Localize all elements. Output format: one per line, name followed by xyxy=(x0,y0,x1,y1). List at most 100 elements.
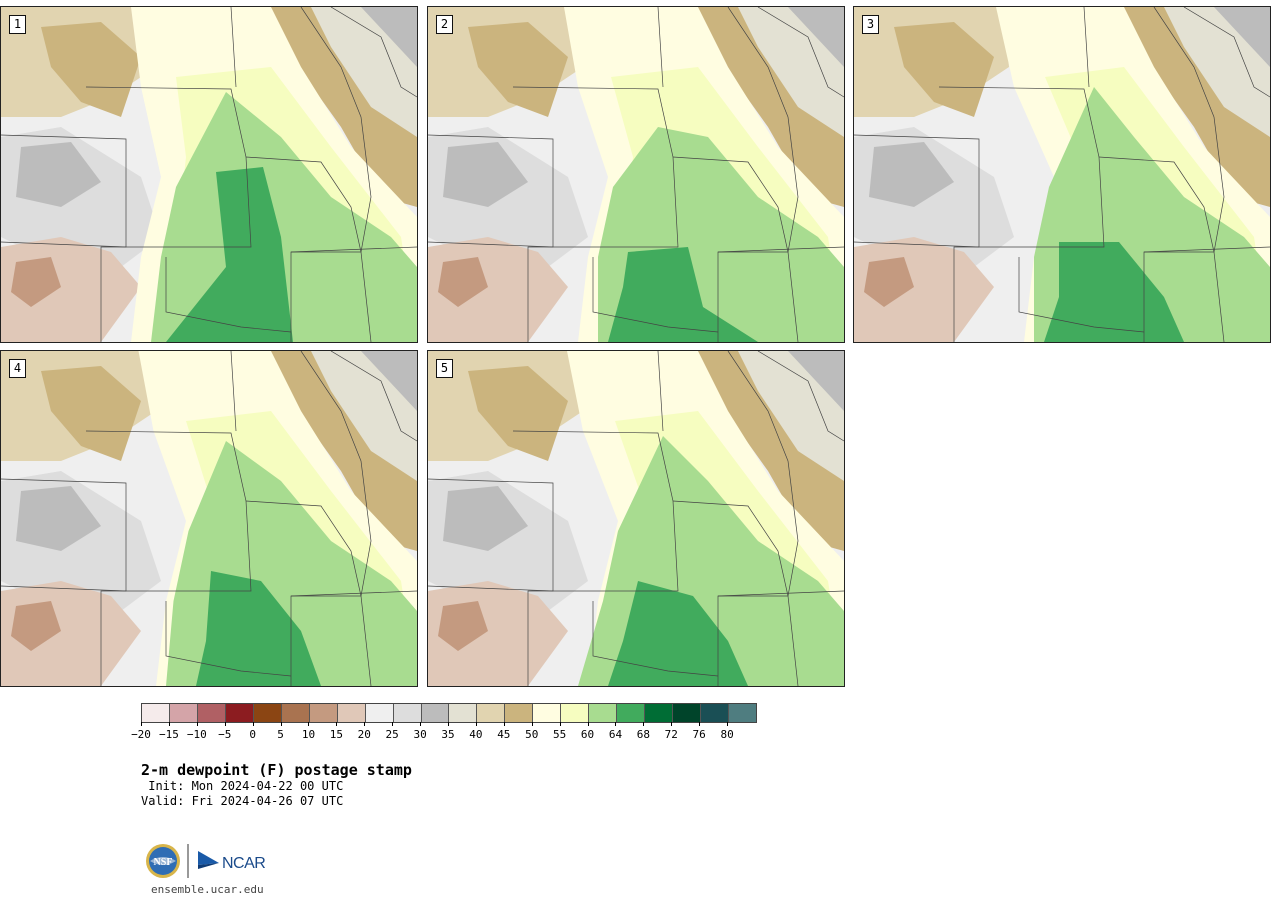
colorbar-tick-label: 15 xyxy=(329,728,343,741)
tan-region xyxy=(1164,7,1270,137)
tan-region xyxy=(261,7,417,207)
colorbar-tick-label: 30 xyxy=(413,728,427,741)
colorbar-tick xyxy=(336,722,338,726)
state-boundary xyxy=(592,601,719,677)
state-boundary xyxy=(1153,7,1225,342)
colorbar-tick-label: −5 xyxy=(218,728,232,741)
colorbar-tick-labels: −20 −15 −10 −5 0 5 10 15 20 25 30 35 40 45 50 55 60 64 68 7… xyxy=(131,722,757,742)
colorbar-swatch xyxy=(253,704,282,722)
colorbar-swatch xyxy=(617,704,646,722)
colorbar-tick xyxy=(224,722,226,726)
colorbar-tick xyxy=(615,722,617,726)
colorbar-tick-label: 76 xyxy=(692,728,706,741)
state-boundary xyxy=(300,7,372,342)
colorbar-swatch xyxy=(589,704,618,722)
member-panel-4: 4 xyxy=(0,350,418,687)
colorbar-tick-label: 55 xyxy=(553,728,567,741)
colorbar-tick-label: 35 xyxy=(441,728,455,741)
colorbar-tick xyxy=(503,722,505,726)
colorbar-tick-label: 25 xyxy=(385,728,399,741)
ncar-logo: NCAR xyxy=(198,851,266,872)
colorbar-tick-label: −10 xyxy=(186,728,207,741)
state-boundary xyxy=(230,351,237,432)
tan-region xyxy=(738,7,844,137)
member-panel-5: 5 xyxy=(427,350,845,687)
tan-region xyxy=(468,22,568,117)
state-boundary xyxy=(938,86,1105,342)
colorbar-tick xyxy=(559,722,561,726)
valid-time: Valid: Fri 2024-04-26 07 UTC xyxy=(141,794,344,808)
tan-region xyxy=(261,351,417,551)
state-boundary xyxy=(230,7,237,88)
colorbar-tick-label: 72 xyxy=(664,728,678,741)
title-block: 2-m dewpoint (F) postage stamp Init: Mon… xyxy=(141,761,412,809)
dark-green-region xyxy=(608,247,758,342)
colorbar-tick xyxy=(308,722,310,726)
pink-region xyxy=(11,601,61,651)
state-boundary xyxy=(1,134,127,248)
colorbar-tick-label: 80 xyxy=(720,728,734,741)
member-panel-1: 1 xyxy=(0,6,418,343)
state-boundary xyxy=(1098,156,1215,342)
colorbar-tick-label: 68 xyxy=(636,728,650,741)
pink-region xyxy=(438,257,488,307)
colorbar-tick xyxy=(364,722,366,726)
colorbar-swatch xyxy=(449,704,478,722)
gray-region xyxy=(443,142,528,207)
panel-number-label: 4 xyxy=(9,359,26,378)
state-boundary xyxy=(657,7,664,88)
website-text: ensemble.ucar.edu xyxy=(151,883,264,896)
colorbar-tick-label: 64 xyxy=(608,728,623,741)
colorbar-swatch xyxy=(225,704,254,722)
state-boundary xyxy=(717,246,844,253)
gray-region xyxy=(443,486,528,551)
state-boundary xyxy=(717,590,844,597)
dewpoint-map-2 xyxy=(428,7,844,342)
colorbar-swatch xyxy=(729,704,756,722)
colorbar-swatch xyxy=(142,704,170,722)
panel-number-label: 5 xyxy=(436,359,453,378)
colorbar-swatch xyxy=(281,704,310,722)
state-boundary xyxy=(330,7,417,98)
colorbar-tick xyxy=(141,722,142,726)
colorbar-swatch xyxy=(561,704,590,722)
state-boundary xyxy=(672,500,789,686)
state-boundary xyxy=(1018,257,1145,333)
colorbar-tick xyxy=(475,722,477,726)
colorbar-tick xyxy=(643,722,645,726)
colorbar-tick-label: −15 xyxy=(158,728,179,741)
state-boundary xyxy=(1,478,127,592)
dark-green-region xyxy=(166,167,293,342)
state-boundary xyxy=(85,86,252,342)
state-boundary xyxy=(512,86,679,342)
panel-number-label: 3 xyxy=(862,15,879,34)
logos: NSF NCAR xyxy=(145,843,285,883)
tan-region xyxy=(41,366,141,461)
colorbar-swatch xyxy=(393,704,422,722)
dark-green-region xyxy=(608,581,748,686)
state-boundary xyxy=(290,246,417,253)
member-panel-2: 2 xyxy=(427,6,845,343)
dark-green-region xyxy=(1044,242,1184,342)
colorbar-swatch xyxy=(421,704,450,722)
state-boundary xyxy=(330,351,417,442)
colorbar-tick xyxy=(196,722,198,726)
init-time: Init: Mon 2024-04-22 00 UTC xyxy=(141,779,344,793)
gray-region xyxy=(16,486,101,551)
colorbar-swatch xyxy=(533,704,562,722)
tan-region xyxy=(311,351,417,481)
state-boundary xyxy=(1183,7,1270,98)
panel-number-label: 1 xyxy=(9,15,26,34)
gray-region xyxy=(869,142,954,207)
dewpoint-map-4 xyxy=(1,351,417,686)
tan-region xyxy=(311,7,417,137)
colorbar-tick-label: 50 xyxy=(525,728,539,741)
colorbar-tick-label: 10 xyxy=(301,728,316,741)
dark-green-region xyxy=(196,571,321,686)
colorbar-tick-label: −20 xyxy=(131,728,151,741)
dewpoint-map-1 xyxy=(1,7,417,342)
state-boundary xyxy=(854,134,980,248)
colorbar-swatch xyxy=(477,704,506,722)
colorbar-swatch xyxy=(365,704,394,722)
state-boundary xyxy=(1143,246,1270,253)
